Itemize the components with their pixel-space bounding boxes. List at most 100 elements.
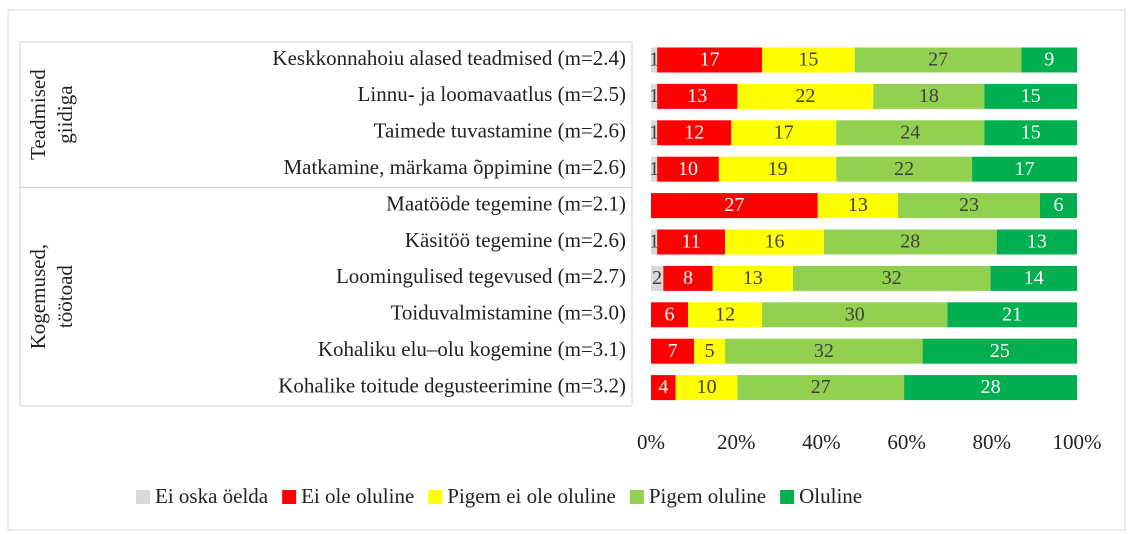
segment-label: 22 [795, 85, 815, 107]
bar-segment [657, 83, 738, 109]
bar-segment [1039, 193, 1077, 219]
bar-segment [972, 156, 1077, 182]
segment-label: 24 [900, 121, 920, 143]
segment-label: 27 [811, 376, 831, 398]
segment-label: 6 [1053, 194, 1063, 216]
bar-segment [836, 156, 973, 182]
bar-segment [725, 338, 923, 364]
segment-label: 15 [1021, 85, 1041, 107]
segment-label: 7 [668, 340, 678, 362]
category-label: Käsitöö tegemine (m=2.6) [405, 228, 626, 252]
category-label: Toiduvalmistamine (m=3.0) [390, 301, 626, 325]
bar-segment [651, 302, 689, 328]
legend-label: Ei ole oluline [301, 484, 414, 508]
segment-label: 1 [649, 231, 659, 253]
segment-label: 8 [683, 267, 693, 289]
segment-label: 16 [764, 231, 784, 253]
legend-swatch [629, 490, 644, 504]
bar-segment [657, 229, 726, 255]
bar-segment [922, 338, 1077, 364]
bar-segment [762, 302, 948, 328]
category-label: Matkamine, märkama õppimine (m=2.6) [283, 155, 626, 179]
segment-label: 17 [1015, 158, 1035, 180]
segment-label: 13 [1027, 231, 1047, 253]
legend: Ei oska öelda Ei ole oluline Pigem ei ole … [136, 484, 862, 508]
segment-label: 10 [678, 158, 698, 180]
segment-label: 1 [649, 49, 659, 71]
bar-segment [854, 47, 1022, 73]
segment-label: 28 [981, 376, 1001, 398]
segment-label: 1 [649, 121, 659, 143]
bar-segment [731, 120, 837, 146]
bar-segment [718, 156, 837, 182]
x-tick-label: 60% [887, 430, 926, 454]
bar-segment [823, 229, 997, 255]
x-tick-label: 80% [973, 430, 1012, 454]
bar-segment [947, 302, 1077, 328]
bar-segment [904, 375, 1077, 401]
bar-segment [651, 83, 658, 109]
segment-label: 12 [684, 121, 704, 143]
segment-label: 2 [652, 267, 662, 289]
bar-segment [651, 156, 658, 182]
legend-swatch [282, 490, 297, 504]
bar-segment [737, 375, 905, 401]
segment-label: 6 [665, 303, 675, 325]
bar-segment [984, 83, 1077, 109]
bar-segment [651, 193, 818, 219]
segment-label: 22 [894, 158, 914, 180]
bar-segment [873, 83, 985, 109]
category-label: Taimede tuvastamine (m=2.6) [374, 119, 626, 143]
segment-label: 32 [814, 340, 834, 362]
segment-label: 14 [1024, 267, 1044, 289]
segment-label: 32 [882, 267, 902, 289]
segment-label: 13 [743, 267, 763, 289]
bar-segment [984, 120, 1077, 146]
bar-segment [675, 375, 738, 401]
group-label: töötoad [53, 265, 77, 328]
legend-label: Oluline [799, 484, 862, 508]
bar-segment [694, 338, 726, 364]
bar-segment [1021, 47, 1077, 73]
segment-label: 19 [768, 158, 788, 180]
bar-segment [712, 265, 793, 291]
segment-label: 17 [774, 121, 794, 143]
bar-segment [897, 193, 1040, 219]
segment-label: 23 [959, 194, 979, 216]
segment-label: 27 [928, 49, 948, 71]
legend-label: Pigem ei ole oluline [447, 484, 616, 508]
segment-label: 28 [900, 231, 920, 253]
legend-swatch [428, 490, 443, 504]
bar-segment [817, 193, 898, 219]
bar-segment [657, 120, 732, 146]
segment-label: 9 [1044, 49, 1054, 71]
group-label: giidiga [53, 85, 77, 144]
bar-segment [990, 265, 1077, 291]
segment-label: 18 [919, 85, 939, 107]
bar-segment [836, 120, 985, 146]
segment-label: 5 [705, 340, 715, 362]
bar-segment [651, 229, 658, 255]
bar-segment [657, 156, 719, 182]
legend-swatch [780, 490, 795, 504]
category-label: Linnu- ja loomavaatlus (m=2.5) [358, 82, 626, 106]
segment-label: 17 [700, 49, 720, 71]
bar-segment [651, 265, 664, 291]
segment-label: 10 [697, 376, 717, 398]
segment-label: 15 [1021, 121, 1041, 143]
segment-label: 12 [715, 303, 735, 325]
segment-label: 13 [687, 85, 707, 107]
bar-segment [737, 83, 874, 109]
category-label: Maatööde tegemine (m=2.1) [386, 191, 626, 215]
bar-segment [651, 120, 658, 146]
x-tick-label: 40% [802, 430, 841, 454]
category-label: Keskkonnahoiu alased teadmised (m=2.4) [272, 46, 626, 70]
legend-swatch [136, 490, 150, 504]
bar-segment [651, 47, 658, 73]
category-label: Kohaliku elu–olu kogemine (m=3.1) [318, 337, 626, 361]
segment-label: 30 [845, 303, 865, 325]
bar-segment [762, 47, 855, 73]
group-label: Teadmised [26, 69, 50, 160]
bar-segment [651, 338, 695, 364]
